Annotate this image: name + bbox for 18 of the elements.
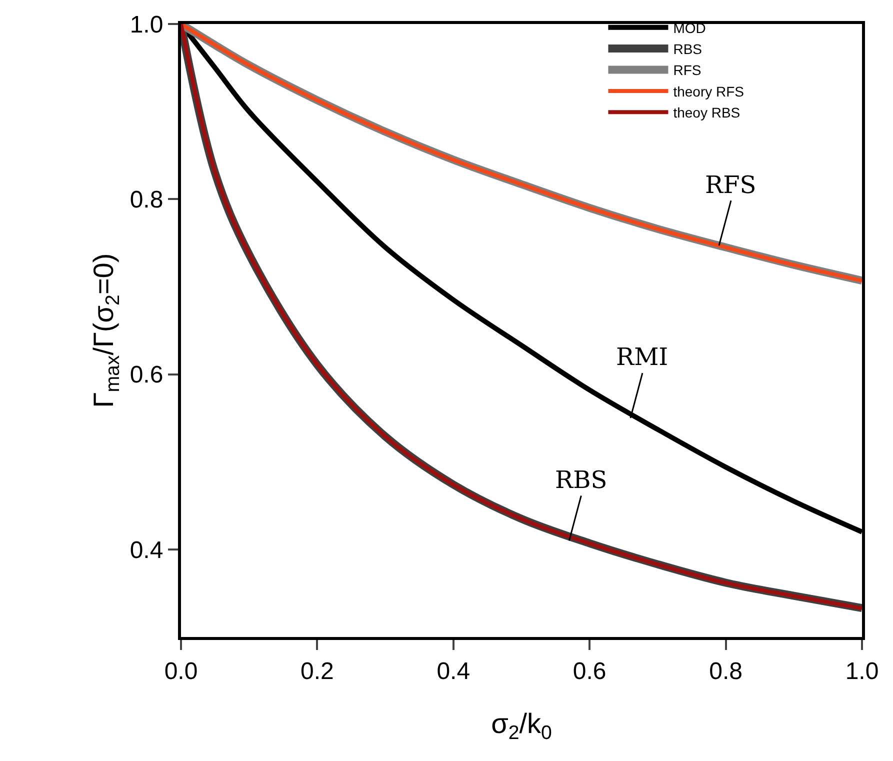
x-tick-label: 1.0 [845,658,879,685]
annotation: RFS [705,171,756,199]
x-tick-label: 0.4 [436,658,470,685]
legend-label: RBS [673,41,702,57]
x-tick-label: 0.6 [572,658,606,685]
x-tick-label: 0.0 [164,658,198,685]
y-tick-label: 0.8 [130,186,164,214]
legend-label: theoy RBS [673,104,740,121]
legend-label: theory RFS [673,83,744,100]
annotation: RBS [555,466,608,494]
y-tick-label: 1.0 [130,11,164,38]
y-tick-label: 0.4 [130,536,164,564]
y-tick-label: 0.6 [130,362,164,389]
legend-label: RFS [673,62,702,78]
x-tick-label: 0.2 [300,658,334,685]
x-tick-label: 0.8 [709,658,742,685]
x-axis-title: σ$_{2}$/k$_{0}$ [491,708,552,744]
annotation: RMI [616,343,668,371]
